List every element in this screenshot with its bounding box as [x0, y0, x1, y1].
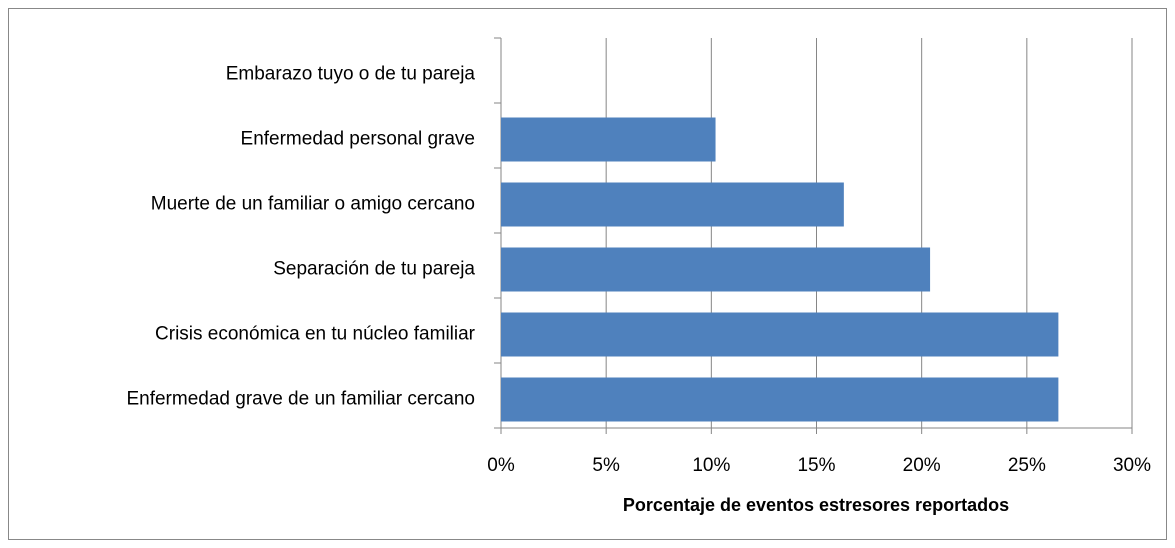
bar — [501, 247, 931, 292]
y-tick-label: Embarazo tuyo o de tu pareja — [226, 64, 476, 85]
y-tick-label: Enfermedad personal grave — [241, 129, 475, 150]
x-tick-label: 0% — [487, 455, 515, 476]
x-tick-label: 15% — [797, 455, 835, 476]
x-tick-label: 10% — [692, 455, 730, 476]
bar — [501, 377, 1059, 422]
bar — [501, 117, 716, 162]
x-tick-label: 20% — [903, 455, 941, 476]
y-tick-label: Enfermedad grave de un familiar cercano — [126, 389, 475, 410]
x-tick-label: 5% — [592, 455, 620, 476]
bar — [501, 182, 844, 227]
y-tick-label: Muerte de un familiar o amigo cercano — [151, 194, 475, 215]
bar — [501, 312, 1059, 357]
y-tick-label: Separación de tu pareja — [273, 259, 475, 280]
y-tick-label: Crisis económica en tu núcleo familiar — [155, 324, 476, 345]
x-tick-label: 30% — [1113, 455, 1151, 476]
x-tick-label: 25% — [1008, 455, 1046, 476]
x-axis-title: Porcentaje de eventos estresores reporta… — [623, 495, 1009, 515]
